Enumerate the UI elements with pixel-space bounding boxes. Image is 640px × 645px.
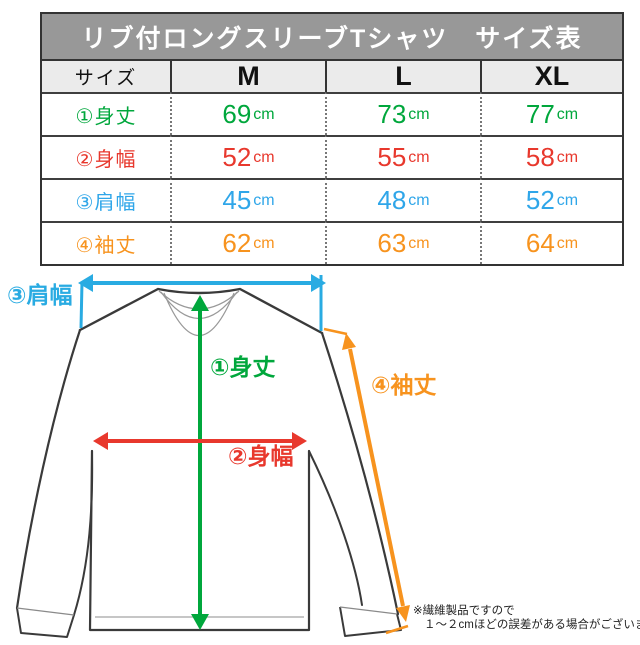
value-unit: cm (556, 191, 579, 209)
shoulder-width-label: ③肩幅 (7, 282, 72, 308)
value-shoulder-width-xl: 52 cm (480, 178, 622, 221)
header-col-l: L (325, 59, 480, 92)
value-number: 62 (222, 228, 252, 258)
body-length-dimension (191, 295, 209, 630)
value-unit: cm (408, 191, 430, 209)
value-unit: cm (408, 148, 430, 166)
value-unit: cm (253, 191, 275, 209)
right-cuff-seam (339, 606, 398, 615)
value-number: 63 (377, 228, 407, 258)
value-shoulder-width-m: 45 cm (170, 178, 325, 221)
tolerance-note-line2: １～２cmほどの誤差がある場合がございます (424, 617, 640, 631)
value-body-width-m: 52 cm (170, 135, 325, 178)
left-cuff-seam (16, 607, 75, 616)
value-body-length-xl: 77 cm (480, 92, 622, 135)
value-body-width-xl: 58 cm (480, 135, 622, 178)
value-unit: cm (408, 105, 430, 123)
value-number: 48 (377, 185, 407, 215)
value-sleeve-length-m: 62 cm (170, 221, 325, 264)
value-number: 73 (377, 99, 407, 129)
row-label-body-length: ①身丈 (42, 92, 170, 135)
value-shoulder-width-l: 48 cm (325, 178, 480, 221)
value-unit: cm (556, 105, 579, 123)
header-col-xl: XL (480, 59, 622, 92)
value-unit: cm (253, 105, 275, 123)
value-unit: cm (408, 234, 430, 252)
left-sleeve-inner-edge (73, 450, 94, 616)
value-unit: cm (253, 148, 275, 166)
right-cuff (339, 606, 402, 637)
row-label-sleeve-length: ④袖丈 (42, 221, 170, 264)
table-title: リブ付ロングスリーブTシャツ サイズ表 (42, 14, 622, 59)
sleeve-length-label: ④袖丈 (371, 372, 436, 398)
value-number: 69 (222, 99, 252, 129)
header-col-m: M (170, 59, 325, 92)
value-body-width-l: 55 cm (325, 135, 480, 178)
value-number: 52 (222, 142, 252, 172)
tolerance-note-line1: ※繊維製品ですので (413, 603, 515, 617)
header-size-label: サイズ (42, 59, 170, 92)
row-label-shoulder-width: ③肩幅 (42, 178, 170, 221)
value-sleeve-length-l: 63 cm (325, 221, 480, 264)
left-cuff (16, 607, 75, 638)
value-sleeve-length-xl: 64 cm (480, 221, 622, 264)
value-number: 58 (525, 142, 555, 172)
value-unit: cm (253, 234, 275, 252)
body-width-dimension (93, 432, 307, 450)
left-sleeve-outer-edge (15, 328, 82, 610)
value-body-length-m: 69 cm (170, 92, 325, 135)
value-number: 55 (377, 142, 407, 172)
body-width-label: ②身幅 (228, 443, 293, 469)
shoulder-width-dimension (78, 274, 326, 331)
size-table: リブ付ロングスリーブTシャツ サイズ表 サイズ M L XL ①身丈 69 cm … (40, 12, 624, 266)
value-number: 52 (525, 185, 555, 215)
right-sleeve-inner-edge (308, 450, 363, 606)
sleeve-length-dimension (323, 327, 410, 635)
value-unit: cm (556, 234, 579, 252)
row-label-body-width: ②身幅 (42, 135, 170, 178)
value-body-length-l: 73 cm (325, 92, 480, 135)
value-number: 45 (222, 185, 252, 215)
right-sleeve-outer-edge (320, 331, 400, 616)
value-number: 64 (525, 228, 555, 258)
value-number: 77 (525, 99, 555, 129)
measurement-diagram: ③肩幅 ①身丈 ②身幅 ④袖丈 ※繊維製品ですので １～２cmほどの誤差がある場… (0, 265, 640, 640)
value-unit: cm (556, 148, 579, 166)
body-length-label: ①身丈 (210, 354, 275, 380)
